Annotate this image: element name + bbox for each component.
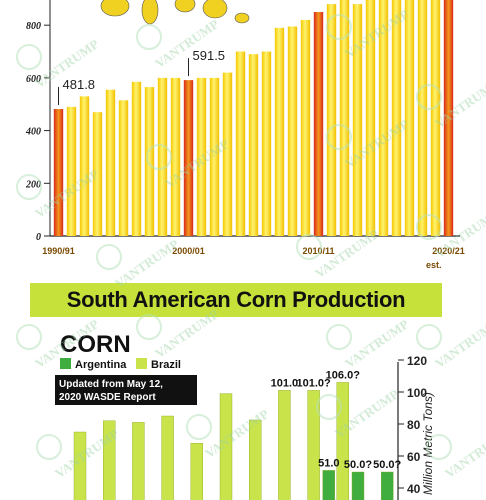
banner: South American Corn Production xyxy=(30,283,442,317)
update-note-line-2: 2020 WASDE Report xyxy=(59,392,156,403)
world-bar-highlight xyxy=(313,12,324,236)
world-bar xyxy=(287,26,298,237)
world-annotation: 591.5 xyxy=(193,48,226,63)
legend-swatch-argentina xyxy=(60,358,71,369)
world-bar xyxy=(430,0,441,236)
corn-bar-argentina xyxy=(351,471,365,500)
corn-ytick-label: 100 xyxy=(407,386,427,400)
corn-data-label: 106.0? xyxy=(326,369,361,381)
world-bar xyxy=(365,0,376,236)
corn-production-chart: CORN Argentina Brazil Updated from May 1… xyxy=(55,331,435,500)
corn-bar-brazil xyxy=(307,390,320,500)
corn-data-label: 101.0 xyxy=(271,377,299,389)
watermark-logo-icon xyxy=(326,14,352,40)
corn-bar-brazil xyxy=(278,390,291,500)
corn-bar-brazil xyxy=(190,442,204,500)
world-est-label: est. xyxy=(426,260,442,270)
world-xtick-label: 1990/91 xyxy=(42,246,75,256)
corn-bar-brazil xyxy=(161,415,174,500)
world-bar xyxy=(222,72,233,237)
world-bar xyxy=(235,51,246,236)
corn-data-label: 51.0 xyxy=(318,457,339,469)
legend-label-brazil: Brazil xyxy=(151,359,181,371)
corn-data-label: 101.0? xyxy=(296,377,331,389)
world-bar xyxy=(209,77,220,236)
corn-title: CORN xyxy=(60,331,131,358)
corn-ytick-label: 120 xyxy=(407,354,427,368)
world-map-icon xyxy=(100,0,250,25)
corn-bar-argentina xyxy=(322,470,335,500)
corn-bar-argentina xyxy=(381,471,394,500)
watermark-logo-icon xyxy=(416,214,442,240)
legend-swatch-brazil xyxy=(136,358,147,369)
watermark-logo-icon xyxy=(36,434,62,460)
corn-bar-brazil xyxy=(248,419,262,500)
corn-bar-brazil xyxy=(132,422,145,500)
world-bar xyxy=(378,0,389,236)
world-bar xyxy=(105,89,116,236)
watermark-logo-icon xyxy=(416,84,442,110)
world-bar xyxy=(118,100,129,237)
world-annotation: 481.8 xyxy=(63,77,96,92)
legend-label-argentina: Argentina xyxy=(75,359,127,371)
world-bar xyxy=(196,77,207,236)
watermark-logo-icon xyxy=(186,414,212,440)
world-bar-highlight xyxy=(53,109,64,236)
world-ytick-label: 600 xyxy=(26,74,41,85)
corn-data-label: 50.0? xyxy=(373,459,401,471)
world-bar-highlight xyxy=(183,80,194,237)
watermark-logo-icon xyxy=(326,324,352,350)
world-bar xyxy=(248,54,259,237)
world-bar-highlight xyxy=(443,0,454,236)
world-ytick-label: 800 xyxy=(26,21,41,32)
watermark-logo-icon xyxy=(16,324,42,350)
legend: Argentina Brazil xyxy=(60,358,181,371)
watermark-logo-icon xyxy=(96,244,122,270)
banner-title: South American Corn Production xyxy=(66,287,406,312)
corn-bar-brazil xyxy=(102,420,116,500)
world-bar xyxy=(66,106,77,236)
watermark-logo-icon xyxy=(426,434,452,460)
world-xtick-label: 2000/01 xyxy=(172,246,205,256)
world-bar xyxy=(391,0,402,236)
watermark-logo-icon xyxy=(16,44,42,70)
watermark-logo-icon xyxy=(326,124,352,150)
world-bar xyxy=(79,96,90,237)
update-note-line-1: Updated from May 12, xyxy=(59,379,163,390)
corn-bar-brazil xyxy=(73,431,87,500)
corn-ytick-label: 40 xyxy=(407,482,421,496)
world-bar xyxy=(261,51,272,236)
corn-ytick-label: 60 xyxy=(407,450,421,464)
world-bar xyxy=(339,0,350,236)
watermark-logo-icon xyxy=(296,234,322,260)
world-bar xyxy=(170,77,181,236)
world-xtick-label: 2020/21 xyxy=(432,246,465,256)
world-ytick-label: 0 xyxy=(36,232,41,243)
update-note: Updated from May 12, 2020 WASDE Report xyxy=(55,375,197,405)
corn-data-label: 50.0? xyxy=(344,459,372,471)
world-bar xyxy=(404,0,415,236)
world-bar xyxy=(131,81,142,236)
world-bar xyxy=(352,4,363,237)
watermark-logo-icon xyxy=(316,394,342,420)
world-bar xyxy=(274,27,285,236)
world-bar xyxy=(300,19,311,236)
corn-ytick-label: 80 xyxy=(407,418,421,432)
world-ytick-label: 400 xyxy=(25,127,41,138)
watermark-logo-icon xyxy=(136,314,162,340)
world-bar xyxy=(417,0,428,236)
world-bar xyxy=(326,4,337,237)
watermark-logo-icon xyxy=(146,144,172,170)
watermark-logo-icon xyxy=(136,24,162,50)
watermark-logo-icon xyxy=(16,174,42,200)
watermark-logo-icon xyxy=(416,324,442,350)
world-bar xyxy=(92,112,103,236)
corn-bar-brazil xyxy=(219,393,233,500)
